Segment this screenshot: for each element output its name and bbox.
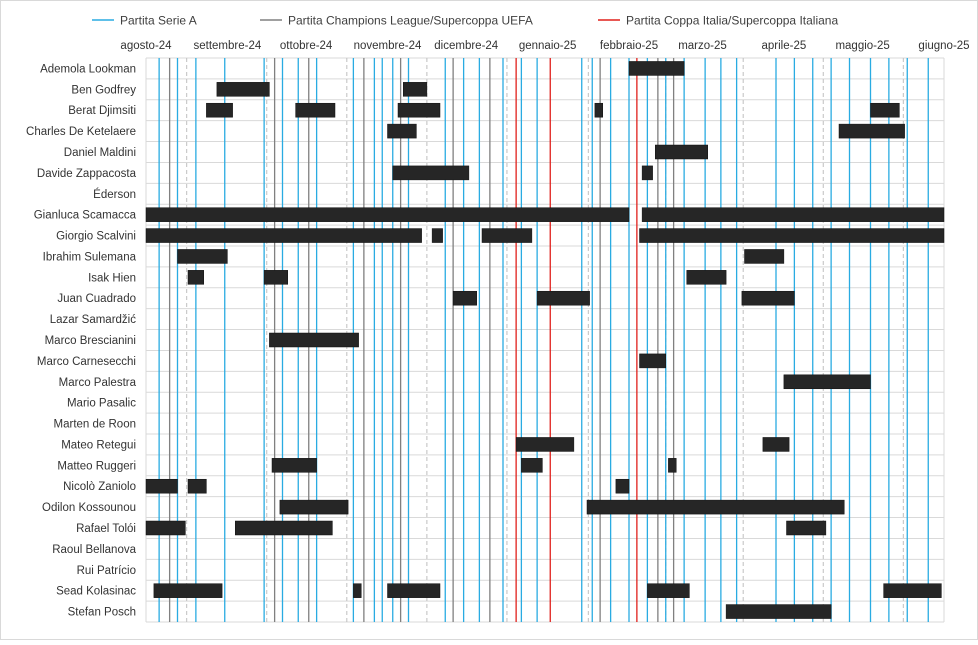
absence-bar <box>235 520 333 536</box>
absence-bar <box>786 520 827 536</box>
player-label: Lazar Samardžić <box>50 314 137 326</box>
player-label: Charles De Ketelaere <box>26 126 136 138</box>
player-label: Mario Pasalic <box>67 398 136 410</box>
player-label: Raoul Bellanova <box>52 544 136 556</box>
absence-bar <box>392 165 470 181</box>
absence-bar <box>686 270 727 285</box>
x-tick-label: aprile-25 <box>762 40 807 52</box>
player-label: Ben Godfrey <box>71 84 136 96</box>
player-label: Marco Carnesecchi <box>37 356 136 368</box>
player-label: Marco Palestra <box>59 377 137 389</box>
absence-bar <box>271 458 317 473</box>
absence-bar <box>838 123 905 139</box>
absence-bar <box>145 520 186 536</box>
absence-bar <box>725 604 832 619</box>
absence-bar <box>594 102 603 118</box>
absence-bar <box>387 123 417 139</box>
x-tick-label: maggio-25 <box>835 40 889 52</box>
player-label: Odilon Kossounou <box>42 502 136 514</box>
absence-bar <box>187 478 207 494</box>
player-label: Daniel Maldini <box>64 147 136 159</box>
player-label: Rafael Tolói <box>76 523 136 535</box>
absence-bar <box>353 583 362 598</box>
legend-label: Partita Serie A <box>120 14 197 28</box>
absence-bar <box>145 228 422 243</box>
absence-bar <box>639 353 666 369</box>
absence-bar <box>628 61 685 76</box>
absence-bar <box>145 478 178 494</box>
player-label: Éderson <box>93 188 136 201</box>
absence-bar <box>153 583 223 598</box>
absence-bar <box>397 102 441 118</box>
absence-bar <box>216 82 270 97</box>
absence-bar <box>615 478 630 494</box>
player-label: Ademola Lookman <box>40 63 136 75</box>
x-tick-label: ottobre-24 <box>280 40 333 52</box>
x-tick-label: febbraio-25 <box>600 40 658 52</box>
absence-bar <box>536 290 590 306</box>
x-tick-label: gennaio-25 <box>519 40 577 52</box>
absence-bar <box>452 290 477 306</box>
x-tick-label: agosto-24 <box>120 40 172 52</box>
absence-bar <box>741 290 795 306</box>
x-tick-label: novembre-24 <box>354 40 422 52</box>
x-tick-label: marzo-25 <box>678 40 727 52</box>
player-label: Ibrahim Sulemana <box>43 251 137 263</box>
x-tick-label: giugno-25 <box>918 40 969 52</box>
absence-bar <box>403 82 428 97</box>
absence-bar <box>586 499 845 515</box>
absence-bar <box>744 249 785 264</box>
player-label: Mateo Retegui <box>61 439 136 451</box>
player-label: Giorgio Scalvini <box>56 231 136 243</box>
absence-bar <box>641 207 945 222</box>
absence-bar <box>269 332 359 348</box>
player-label: Matteo Ruggeri <box>57 460 136 472</box>
absence-bar <box>295 102 336 118</box>
player-label: Sead Kolasinac <box>56 586 136 598</box>
absence-bar <box>177 249 228 264</box>
absence-bar <box>870 102 900 118</box>
legend-label: Partita Champions League/Supercoppa UEFA <box>288 14 533 28</box>
absence-bar <box>762 437 790 452</box>
absence-bar <box>263 270 288 285</box>
absence-bar <box>655 144 708 160</box>
absence-bar <box>387 583 441 598</box>
absence-bar <box>668 458 677 473</box>
player-label: Gianluca Scamacca <box>34 210 137 222</box>
player-label: Juan Cuadrado <box>57 293 136 305</box>
absence-bar <box>883 583 942 598</box>
player-label: Davide Zappacosta <box>37 168 137 180</box>
player-label: Marten de Roon <box>54 419 136 431</box>
player-label: Rui Patrício <box>77 565 136 577</box>
player-label: Berat Djimsiti <box>68 105 136 117</box>
player-label: Stefan Posch <box>68 607 136 619</box>
absence-bar <box>187 270 204 285</box>
player-label: Isak Hien <box>88 272 136 284</box>
legend-label: Partita Coppa Italia/Supercoppa Italiana <box>626 14 838 28</box>
absence-bar <box>639 228 945 243</box>
absence-bar <box>515 437 575 452</box>
player-label: Marco Brescianini <box>45 335 136 347</box>
absence-bar <box>279 499 349 515</box>
absence-bar <box>145 207 630 222</box>
absence-bar <box>521 458 543 473</box>
player-label: Nicolò Zaniolo <box>63 481 136 493</box>
x-tick-label: dicembre-24 <box>434 40 499 52</box>
absence-bar <box>431 228 443 243</box>
x-tick-label: settembre-24 <box>193 40 261 52</box>
absence-bar <box>647 583 690 598</box>
absence-bar <box>783 374 871 390</box>
absence-bar <box>481 228 533 243</box>
absence-bar <box>641 165 653 181</box>
absence-bar <box>206 102 233 118</box>
